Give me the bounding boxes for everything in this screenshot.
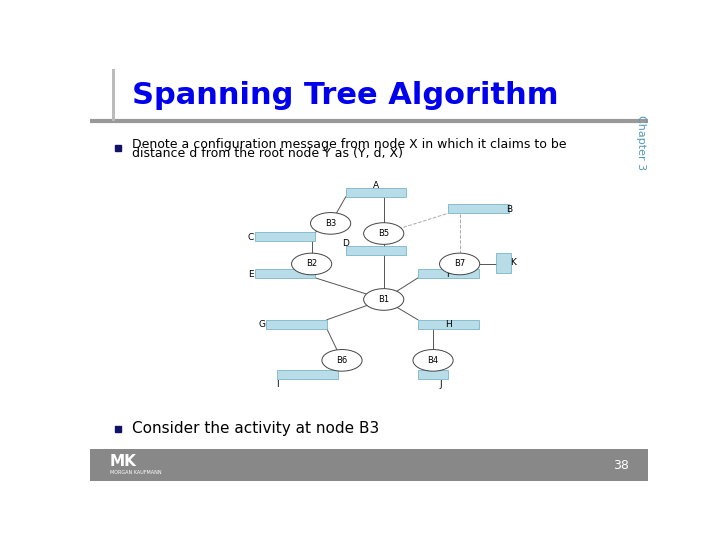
Text: MK: MK bbox=[109, 454, 136, 469]
Text: B3: B3 bbox=[325, 219, 336, 228]
Text: B2: B2 bbox=[306, 259, 318, 268]
Text: Chapter 3: Chapter 3 bbox=[636, 114, 647, 170]
Text: Consider the activity at node B3: Consider the activity at node B3 bbox=[132, 421, 379, 436]
Text: K: K bbox=[510, 258, 516, 267]
Ellipse shape bbox=[413, 349, 453, 371]
Text: Spanning Tree Algorithm: Spanning Tree Algorithm bbox=[132, 82, 558, 111]
Text: F: F bbox=[446, 269, 451, 279]
Bar bbox=[90, 449, 648, 481]
Text: 38: 38 bbox=[613, 458, 629, 472]
Text: I: I bbox=[276, 380, 279, 389]
Text: B5: B5 bbox=[378, 229, 390, 238]
Ellipse shape bbox=[292, 253, 332, 275]
Bar bbox=[495, 253, 511, 273]
Bar bbox=[255, 232, 315, 241]
Text: B: B bbox=[506, 205, 512, 214]
Ellipse shape bbox=[322, 349, 362, 371]
Bar bbox=[346, 188, 407, 197]
Text: distance d from the root node Y as (Y, d, X): distance d from the root node Y as (Y, d… bbox=[132, 147, 403, 160]
Bar bbox=[449, 204, 509, 213]
Bar bbox=[418, 320, 479, 329]
Ellipse shape bbox=[364, 222, 404, 244]
Text: J: J bbox=[439, 380, 442, 389]
Text: H: H bbox=[445, 320, 451, 329]
Text: B7: B7 bbox=[454, 259, 465, 268]
Bar bbox=[255, 269, 315, 278]
Text: G: G bbox=[258, 320, 266, 329]
Bar bbox=[346, 246, 407, 255]
Bar bbox=[277, 370, 338, 380]
Ellipse shape bbox=[364, 289, 404, 310]
Text: B4: B4 bbox=[428, 356, 438, 365]
Ellipse shape bbox=[310, 213, 351, 234]
Text: D: D bbox=[342, 239, 349, 248]
Text: B6: B6 bbox=[336, 356, 348, 365]
Bar bbox=[266, 320, 327, 329]
Text: Denote a configuration message from node X in which it claims to be: Denote a configuration message from node… bbox=[132, 138, 567, 151]
Text: A: A bbox=[373, 181, 379, 190]
Text: C: C bbox=[248, 233, 254, 242]
Text: E: E bbox=[248, 269, 253, 279]
Ellipse shape bbox=[439, 253, 480, 275]
Bar bbox=[418, 370, 449, 380]
Text: B1: B1 bbox=[378, 295, 390, 304]
Text: MORGAN KAUFMANN: MORGAN KAUFMANN bbox=[109, 470, 161, 475]
Bar bbox=[418, 269, 479, 278]
Bar bbox=[112, 69, 114, 121]
